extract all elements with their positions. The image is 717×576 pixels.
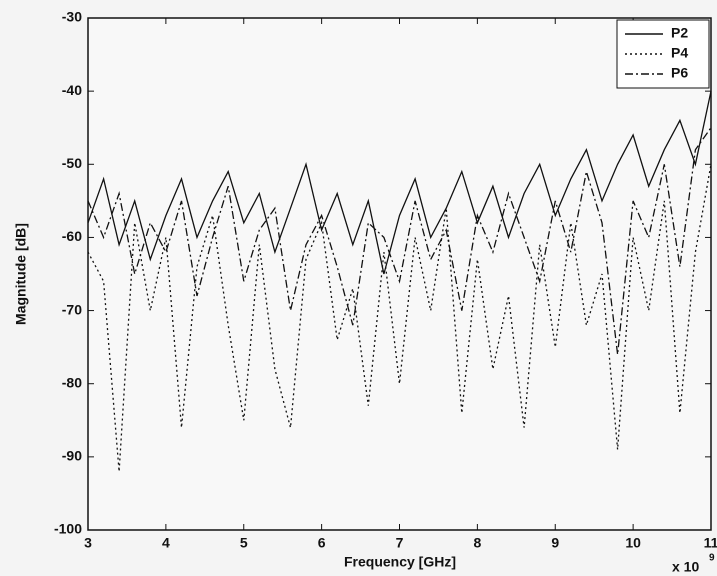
x-tick-label: 5 <box>240 535 248 551</box>
x-tick-label: 3 <box>84 535 92 551</box>
y-tick-label: -40 <box>62 82 82 98</box>
y-tick-label: -30 <box>62 9 82 25</box>
x-tick-label: 9 <box>551 535 559 551</box>
y-tick-label: -50 <box>62 155 82 171</box>
legend-label: P2 <box>671 25 688 41</box>
series-line <box>87 127 712 355</box>
x-tick-label: 6 <box>318 535 326 551</box>
legend-label: P6 <box>671 65 688 81</box>
y-axis-title: Magnitude [dB] <box>13 223 29 325</box>
x-tick-label: 4 <box>162 535 170 551</box>
y-tick-label: -90 <box>62 448 82 464</box>
x-scale-exponent: 9 <box>709 553 715 564</box>
x-tick-label: 11 <box>704 535 717 551</box>
x-tick-label: 7 <box>396 535 404 551</box>
y-tick-label: -80 <box>62 374 82 390</box>
y-tick-label: -60 <box>62 228 82 244</box>
series-line <box>87 90 712 275</box>
legend-label: P4 <box>671 45 688 61</box>
x-axis-title: Frequency [GHz] <box>344 554 456 570</box>
y-tick-label: -70 <box>62 301 82 317</box>
plot-area <box>87 17 712 531</box>
x-tick-label: 8 <box>473 535 481 551</box>
x-scale-base: x 10 <box>672 559 699 575</box>
y-tick-label: -100 <box>54 521 82 537</box>
series-line <box>87 164 712 472</box>
x-tick-label: 10 <box>625 535 641 551</box>
legend-box <box>616 19 710 89</box>
